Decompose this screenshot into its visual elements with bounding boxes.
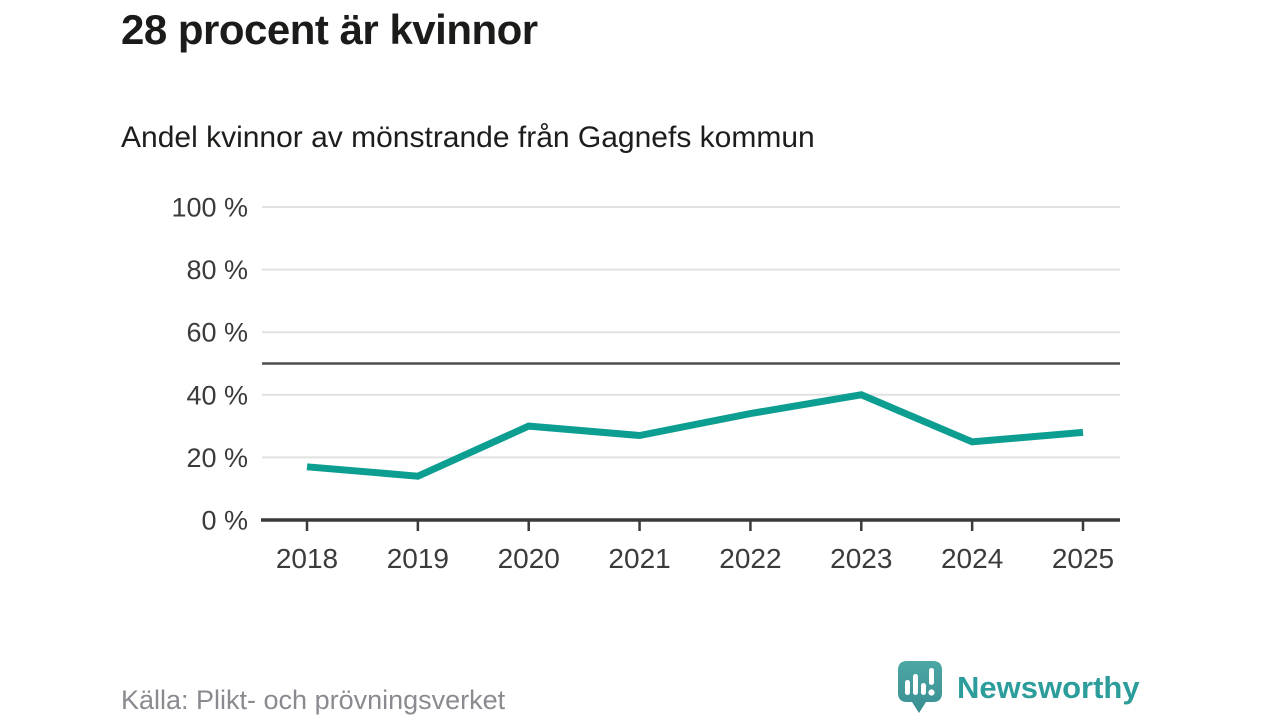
x-axis-tick-label: 2021 <box>608 543 670 574</box>
x-axis-tick-label: 2018 <box>276 543 338 574</box>
x-axis-tick-label: 2024 <box>941 543 1003 574</box>
brand-name: Newsworthy <box>957 670 1140 705</box>
page-title: 28 procent är kvinnor <box>121 6 538 53</box>
y-axis-tick-label: 40 % <box>186 380 248 410</box>
y-axis-tick-label: 60 % <box>186 318 248 348</box>
x-axis-tick-label: 2020 <box>498 543 560 574</box>
x-axis-tick-label: 2023 <box>830 543 892 574</box>
newsworthy-logo: Newsworthy <box>897 660 1140 716</box>
x-axis-tick-label: 2022 <box>719 543 781 574</box>
source-note: Källa: Plikt- och prövningsverket <box>121 685 506 715</box>
x-axis-tick-label: 2019 <box>387 543 449 574</box>
newsworthy-speech-bubble-bar-chart-icon <box>898 661 942 713</box>
y-axis-tick-label: 20 % <box>186 443 248 473</box>
y-axis-tick-label: 80 % <box>186 255 248 285</box>
chart-subtitle: Andel kvinnor av mönstrande från Gagnefs… <box>121 121 815 154</box>
y-axis-tick-label: 100 % <box>171 193 248 223</box>
series-line-andel-kvinnor <box>306 391 1084 480</box>
y-axis-tick-label: 0 % <box>201 506 248 536</box>
x-axis-tick-label: 2025 <box>1052 543 1114 574</box>
